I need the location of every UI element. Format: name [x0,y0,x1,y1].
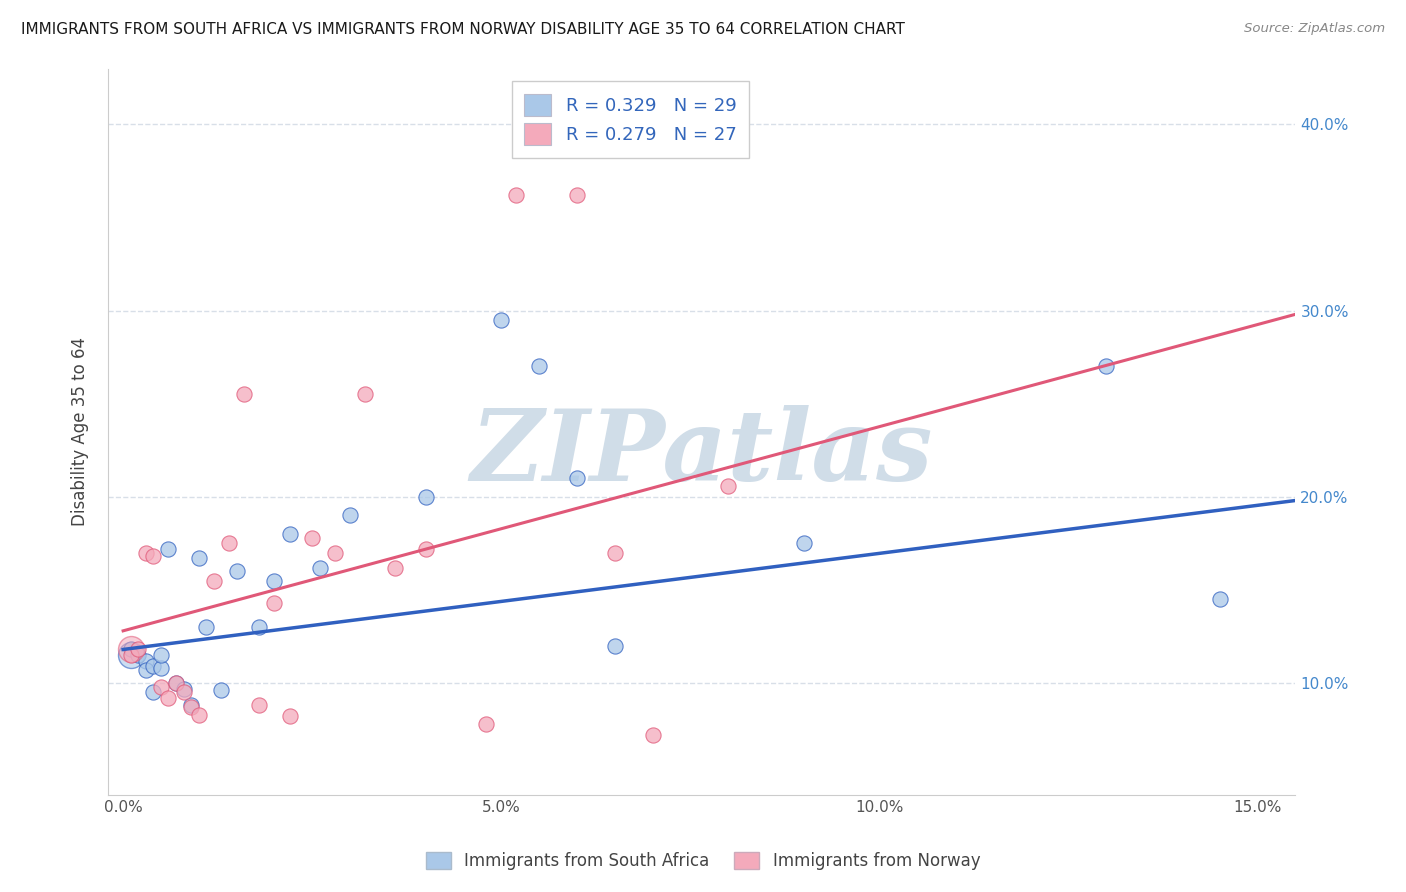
Point [209,683,232,698]
Point [142,659,165,673]
Point [278,527,301,541]
Point [225,564,247,578]
Point [165,676,187,690]
Text: ZIPatlas: ZIPatlas [471,405,934,501]
Point [120,642,142,657]
Point [135,654,157,668]
Point [173,681,195,696]
Legend: R = 0.329   N = 29, R = 0.279   N = 27: R = 0.329 N = 29, R = 0.279 N = 27 [512,81,749,158]
Text: IMMIGRANTS FROM SOUTH AFRICA VS IMMIGRANTS FROM NORWAY DISABILITY AGE 35 TO 64 C: IMMIGRANTS FROM SOUTH AFRICA VS IMMIGRAN… [21,22,905,37]
Point [603,546,626,560]
Point [202,574,225,588]
Point [717,478,740,492]
Point [415,541,437,556]
Point [165,676,187,690]
Point [339,508,361,523]
Point [157,690,180,705]
Point [415,490,437,504]
Point [793,536,815,550]
Point [149,680,172,694]
Point [195,620,218,634]
Point [149,648,172,662]
Point [180,698,202,713]
Point [278,709,301,723]
Point [247,698,270,713]
Point [491,313,513,327]
Point [173,685,195,699]
Point [127,642,149,657]
Point [120,642,142,657]
Point [247,620,270,634]
Point [149,661,172,675]
Point [120,648,142,662]
Point [263,574,285,588]
Legend: Immigrants from South Africa, Immigrants from Norway: Immigrants from South Africa, Immigrants… [419,845,987,877]
Point [384,560,406,574]
Point [157,541,180,556]
Y-axis label: Disability Age 35 to 64: Disability Age 35 to 64 [72,337,89,526]
Point [218,536,240,550]
Point [187,551,209,566]
Point [301,531,323,545]
Point [641,728,664,742]
Point [142,685,165,699]
Point [1095,359,1118,374]
Point [142,549,165,564]
Point [187,707,209,722]
Point [120,648,142,662]
Point [263,596,285,610]
Point [135,663,157,677]
Point [308,560,330,574]
Point [527,359,550,374]
Point [565,188,588,202]
Point [565,471,588,485]
Point [233,387,256,401]
Point [180,700,202,714]
Point [323,546,346,560]
Point [505,188,527,202]
Point [1209,592,1232,607]
Text: Source: ZipAtlas.com: Source: ZipAtlas.com [1244,22,1385,36]
Point [354,387,377,401]
Point [475,717,498,731]
Point [127,648,149,662]
Point [135,546,157,560]
Point [603,639,626,653]
